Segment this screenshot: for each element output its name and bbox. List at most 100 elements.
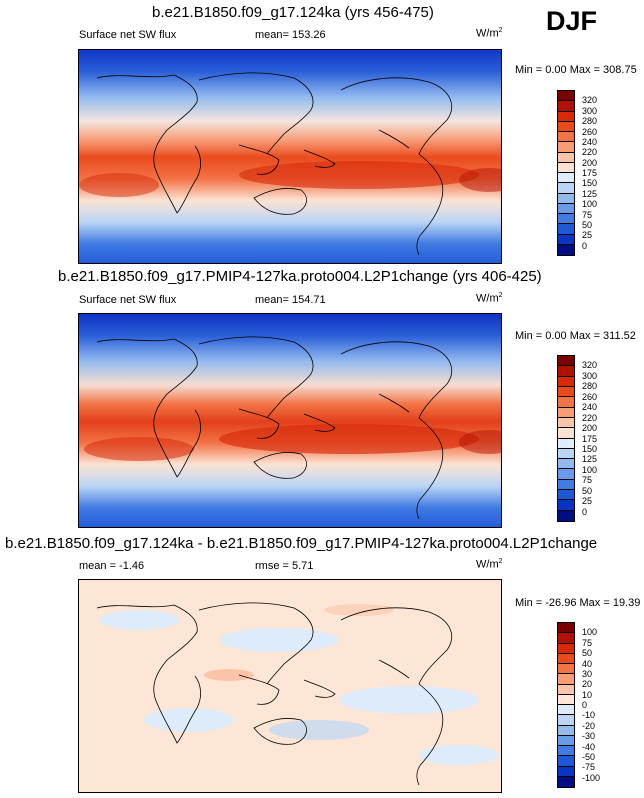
panel-2-field-label: Surface net SW flux: [79, 294, 177, 306]
panel-2-colorbar-label: 300: [582, 370, 598, 381]
panel-3-colorbar-label: -10: [582, 710, 596, 721]
panel-2-color-swatch: [558, 479, 574, 491]
panel-1-color-swatch: [558, 193, 574, 204]
panel-2-color-swatch: [558, 448, 574, 460]
panel-1-colorbar-label: 200: [582, 157, 598, 168]
panel-2-colorbar-label: 260: [582, 391, 598, 402]
panel-2-color-swatch: [558, 407, 574, 418]
panel-2-color-swatch: [558, 438, 574, 449]
panel-2-colorbar-label: 100: [582, 464, 598, 475]
panel-2-coastlines: [96, 336, 452, 520]
panel-1-colorbar-label: 75: [582, 209, 593, 220]
panel-3-colorbar-label: -75: [582, 762, 596, 773]
panel-2-color-swatch: [558, 366, 574, 377]
panel-1-color-swatch: [558, 224, 574, 235]
panel-1-color-swatch: [558, 111, 574, 122]
panel-2-colorbar-label: 75: [582, 475, 593, 486]
panel-2-colorbar-label: 240: [582, 402, 598, 413]
panel-2-mean-label: mean= 154.71: [255, 294, 326, 306]
panel-2-color-swatch: [558, 417, 574, 429]
panel-3-colorbar-label: 20: [582, 679, 593, 690]
panel-2-colorbar-label: 220: [582, 412, 598, 423]
panel-1-color-swatch: [558, 132, 574, 143]
panel-3-colorbar-label: 0: [582, 700, 588, 710]
panel-2-colorbar-label: 175: [582, 433, 598, 444]
panel-3-colorbar-label: 40: [582, 658, 593, 669]
panel-2-units: W/m2: [476, 292, 503, 305]
panel-3-color-swatch: [558, 746, 574, 757]
panel-3-color-swatch: [558, 674, 574, 685]
panel-1-colorbar-label: 300: [582, 105, 598, 116]
panel-1-color-swatch: [558, 152, 574, 163]
panel-1-coastlines: [96, 72, 452, 256]
panel-1-colorbar-label: 320: [582, 95, 598, 106]
panel-1-color-swatch: [558, 142, 574, 153]
panel-3-rmse-label: rmse = 5.71: [255, 560, 314, 572]
panel-1-colorbar-label: 260: [582, 126, 598, 137]
panel-3-color-swatch: [558, 643, 574, 654]
panel-1-minmax: Min = 0.00 Max = 308.75: [515, 64, 637, 76]
panel-1-colorbar-label: 125: [582, 188, 598, 199]
panel-3-color-swatch: [558, 705, 574, 716]
panel-1-color-swatch: [558, 203, 574, 214]
panel-2-colorbar-label: 25: [582, 496, 593, 507]
panel-2-minmax: Min = 0.00 Max = 311.52: [515, 330, 636, 342]
panel-2-map: [78, 313, 502, 528]
panel-1-color-swatch: [558, 183, 574, 194]
panel-3-color-swatch: [558, 735, 574, 746]
panel-2-title: b.e21.B1850.f09_g17.PMIP4-127ka.proto004…: [58, 268, 542, 285]
panel-1-field-label: Surface net SW flux: [79, 29, 177, 41]
panel-3-colorbar-label: 50: [582, 648, 593, 659]
panel-2-colorbar: [557, 355, 575, 522]
panel-1-colorbar-label: 175: [582, 168, 598, 178]
panel-1-colorbar-label: 25: [582, 230, 593, 241]
panel-3-colorbar: [557, 622, 575, 788]
panel-3-map: [78, 579, 502, 793]
panel-1-color-swatch: [558, 234, 574, 245]
panel-3-colorbar-label: -40: [582, 741, 596, 752]
panel-2-color-swatch: [558, 428, 574, 439]
panel-2-color-swatch: [558, 459, 574, 470]
panel-3-color-swatch: [558, 756, 574, 767]
panel-2-color-swatch: [558, 500, 574, 511]
panel-1-colorbar-label: 240: [582, 136, 598, 147]
panel-2-color-swatch: [558, 386, 574, 398]
panel-3-mean-label: mean = -1.46: [79, 560, 145, 572]
panel-3-color-swatch: [558, 664, 574, 675]
panel-1-colorbar-label: 150: [582, 178, 598, 189]
panel-1-colorbar-label: 220: [582, 147, 598, 158]
panel-3-colorbar-label: 100: [582, 627, 598, 638]
panel-3-coastlines: [96, 602, 452, 786]
panel-2-color-swatch: [558, 356, 574, 367]
panel-1-color-swatch: [558, 101, 574, 112]
panel-1-colorbar-label: 50: [582, 219, 593, 230]
panel-3-colorbar-label: -30: [582, 731, 596, 742]
panel-3-color-swatch: [558, 766, 574, 777]
panel-1-color-swatch: [558, 173, 574, 184]
panel-1-color-swatch: [558, 121, 574, 132]
panel-2-colorbar-label: 150: [582, 443, 598, 454]
panel-1-color-swatch: [558, 91, 574, 102]
panel-2-colorbar-label: 320: [582, 360, 598, 371]
panel-2-colorbar-label: 50: [582, 485, 593, 496]
panel-3-colorbar-label: -50: [582, 751, 596, 762]
panel-3-color-swatch: [558, 715, 574, 726]
panel-2-color-swatch: [558, 397, 574, 408]
panel-2-color-swatch: [558, 490, 574, 501]
panel-1-colorbar: [557, 90, 575, 256]
panel-3-color-swatch: [558, 684, 574, 695]
panel-3-colorbar-label: 75: [582, 637, 593, 648]
panel-1-units: W/m2: [476, 27, 503, 40]
panel-3-color-swatch: [558, 653, 574, 664]
panel-3-color-swatch: [558, 725, 574, 736]
panel-3-color-swatch: [558, 776, 574, 787]
panel-3-color-swatch: [558, 633, 574, 644]
panel-2-color-swatch: [558, 469, 574, 480]
panel-2-color-swatch: [558, 510, 574, 521]
panel-1-mean-label: mean= 153.26: [255, 29, 326, 41]
panel-3-minmax: Min = -26.96 Max = 19.39: [515, 597, 641, 609]
season-label: DJF: [546, 6, 598, 36]
panel-3-units: W/m2: [476, 558, 503, 571]
panel-3-title: b.e21.B1850.f09_g17.124ka - b.e21.B1850.…: [5, 535, 598, 552]
panel-3-color-swatch: [558, 694, 574, 705]
